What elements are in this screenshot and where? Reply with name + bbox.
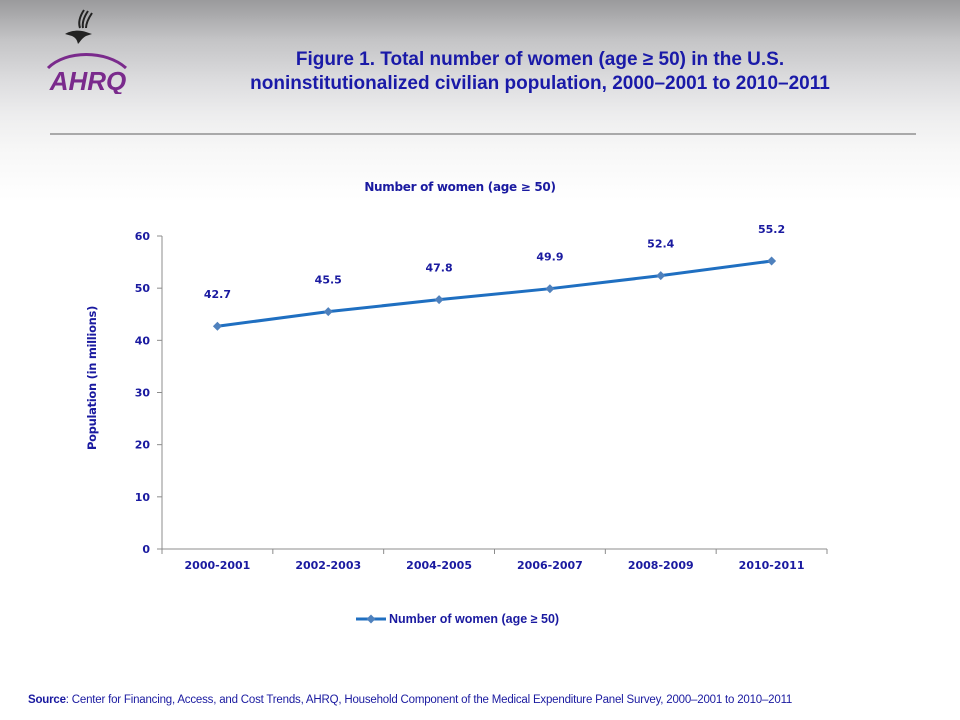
data-label: 47.8 bbox=[426, 262, 453, 275]
figure-title-line-1: Figure 1. Total number of women (age ≥ 5… bbox=[295, 49, 785, 70]
figure-title-line-2: noninstitutionalized civilian population… bbox=[250, 73, 830, 94]
data-label: 55.2 bbox=[758, 223, 785, 236]
ahrq-logo: AHRQ bbox=[46, 53, 128, 94]
y-tick-label: 30 bbox=[135, 387, 151, 400]
data-label: 42.7 bbox=[204, 288, 231, 301]
data-label: 49.9 bbox=[536, 251, 563, 264]
x-tick-label: 2008-2009 bbox=[628, 559, 694, 572]
y-tick-label: 50 bbox=[135, 282, 151, 295]
ahrq-logo-text: AHRQ bbox=[49, 66, 127, 94]
x-tick-label: 2000-2001 bbox=[185, 559, 251, 572]
chart-title: Number of women (age ≥ 50) bbox=[364, 180, 556, 194]
source-label: Source bbox=[28, 694, 66, 706]
series-line bbox=[217, 259, 772, 328]
x-tick-label: 2002-2003 bbox=[295, 559, 361, 572]
x-tick-label: 2010-2011 bbox=[739, 559, 805, 572]
data-point-marker bbox=[767, 256, 777, 266]
y-tick-label: 40 bbox=[135, 334, 151, 347]
data-label: 45.5 bbox=[315, 274, 342, 287]
source-text: : Center for Financing, Access, and Cost… bbox=[65, 694, 793, 706]
y-tick-label: 60 bbox=[135, 230, 151, 243]
chart-legend: Number of women (age ≥ 50) bbox=[355, 612, 559, 626]
source-note: Source: Center for Financing, Access, an… bbox=[28, 694, 792, 706]
data-label: 52.4 bbox=[647, 238, 674, 251]
data-point-marker bbox=[545, 284, 555, 294]
header-divider bbox=[50, 133, 916, 135]
data-point-marker bbox=[656, 271, 666, 281]
y-tick-label: 10 bbox=[135, 491, 151, 504]
legend-series-label: Number of women (age ≥ 50) bbox=[389, 612, 560, 626]
y-tick-label: 20 bbox=[135, 439, 151, 452]
data-point-marker bbox=[323, 307, 333, 317]
x-tick-label: 2004-2005 bbox=[406, 559, 472, 572]
data-point-marker bbox=[212, 321, 222, 331]
x-tick-label: 2006-2007 bbox=[517, 559, 583, 572]
legend-series-swatch bbox=[356, 614, 386, 624]
hhs-eagle-icon bbox=[65, 9, 93, 44]
figure-title: Figure 1. Total number of women (age ≥ 5… bbox=[230, 48, 850, 96]
y-tick-label: 0 bbox=[142, 543, 150, 556]
data-point-marker bbox=[434, 295, 444, 305]
